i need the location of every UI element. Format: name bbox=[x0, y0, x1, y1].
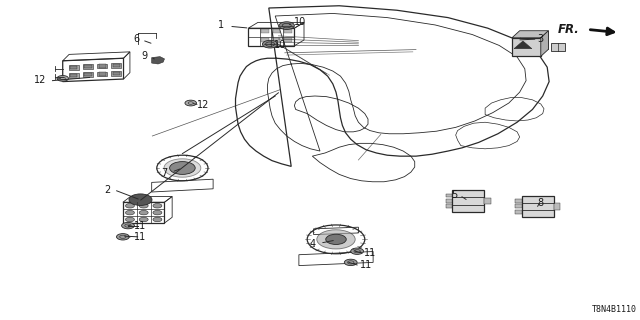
Text: 7: 7 bbox=[161, 168, 168, 178]
Circle shape bbox=[140, 211, 148, 215]
Text: 4: 4 bbox=[309, 239, 316, 249]
Bar bbox=[84, 65, 92, 68]
Polygon shape bbox=[522, 196, 554, 217]
Bar bbox=[83, 64, 93, 69]
Bar bbox=[261, 29, 269, 33]
Bar bbox=[261, 38, 269, 42]
Bar bbox=[113, 64, 120, 67]
Text: 11: 11 bbox=[134, 232, 147, 242]
Text: 10: 10 bbox=[294, 17, 307, 27]
Bar bbox=[69, 65, 79, 70]
Bar bbox=[554, 203, 560, 210]
Bar bbox=[84, 73, 92, 76]
Circle shape bbox=[185, 100, 196, 106]
Circle shape bbox=[122, 222, 134, 229]
Text: 6: 6 bbox=[133, 34, 140, 44]
Bar bbox=[99, 72, 106, 76]
Polygon shape bbox=[152, 57, 164, 64]
Circle shape bbox=[153, 217, 162, 222]
Bar bbox=[551, 43, 565, 51]
Bar bbox=[113, 72, 120, 75]
Polygon shape bbox=[452, 190, 484, 212]
Bar bbox=[111, 71, 121, 76]
Text: 11: 11 bbox=[360, 260, 372, 270]
Bar bbox=[446, 194, 452, 197]
Circle shape bbox=[326, 234, 346, 244]
Circle shape bbox=[279, 22, 294, 29]
Circle shape bbox=[125, 217, 134, 222]
Circle shape bbox=[125, 204, 134, 208]
Text: 1: 1 bbox=[218, 20, 224, 30]
Circle shape bbox=[262, 40, 278, 48]
Bar bbox=[69, 73, 79, 78]
Circle shape bbox=[140, 217, 148, 222]
Bar bbox=[446, 199, 452, 203]
Bar bbox=[284, 38, 292, 42]
Circle shape bbox=[351, 248, 364, 254]
Circle shape bbox=[170, 162, 195, 174]
Bar bbox=[273, 29, 280, 33]
Polygon shape bbox=[541, 31, 548, 56]
Polygon shape bbox=[520, 31, 548, 49]
Text: 8: 8 bbox=[538, 198, 544, 208]
Bar bbox=[446, 204, 452, 208]
Circle shape bbox=[140, 204, 148, 208]
Bar bbox=[97, 64, 107, 68]
Circle shape bbox=[317, 230, 355, 249]
Text: T8N4B1110: T8N4B1110 bbox=[592, 305, 637, 314]
Text: 5: 5 bbox=[451, 189, 458, 200]
Circle shape bbox=[129, 194, 152, 205]
Polygon shape bbox=[514, 41, 532, 49]
Bar bbox=[515, 210, 522, 214]
Bar bbox=[97, 72, 107, 76]
Text: 12: 12 bbox=[197, 100, 209, 110]
Bar bbox=[515, 204, 522, 208]
Bar bbox=[273, 38, 280, 42]
Text: 11: 11 bbox=[134, 220, 147, 231]
Circle shape bbox=[116, 234, 129, 240]
Circle shape bbox=[125, 211, 134, 215]
Bar bbox=[484, 198, 491, 204]
Text: 12: 12 bbox=[34, 75, 46, 85]
Circle shape bbox=[57, 76, 68, 81]
Bar bbox=[515, 199, 522, 203]
Bar bbox=[70, 66, 77, 69]
Bar bbox=[99, 64, 106, 68]
Circle shape bbox=[344, 259, 357, 266]
Text: FR.: FR. bbox=[558, 23, 580, 36]
Polygon shape bbox=[512, 31, 548, 38]
Text: 2: 2 bbox=[104, 185, 110, 195]
Circle shape bbox=[153, 204, 162, 208]
Bar bbox=[83, 72, 93, 77]
Bar bbox=[284, 29, 292, 33]
Text: 11: 11 bbox=[364, 248, 376, 258]
Text: 3: 3 bbox=[538, 34, 544, 44]
Polygon shape bbox=[512, 38, 541, 56]
Bar bbox=[111, 63, 121, 68]
Bar bbox=[70, 74, 77, 77]
Circle shape bbox=[164, 159, 201, 177]
Circle shape bbox=[153, 211, 162, 215]
Text: 9: 9 bbox=[141, 51, 147, 61]
Text: 10: 10 bbox=[274, 40, 286, 51]
